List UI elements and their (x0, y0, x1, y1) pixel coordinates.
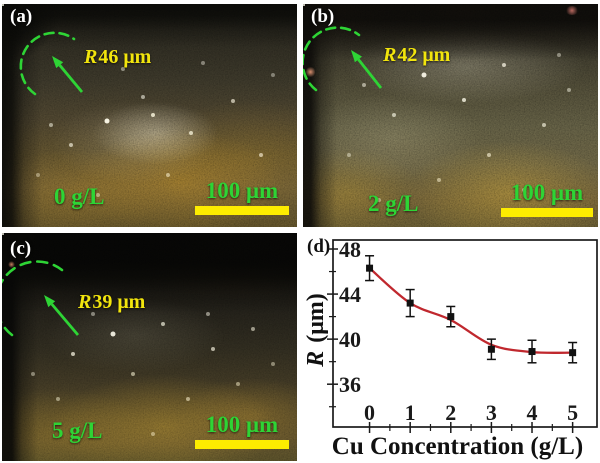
radius-value: 39 μm (92, 291, 146, 313)
micrograph-panel-a: (a) R46 μm 0 g/L 100 μm (2, 4, 297, 227)
svg-text:4: 4 (527, 400, 538, 425)
scalebar-label: 100 μm (510, 180, 584, 205)
panel-letter-c: (c) (10, 238, 32, 259)
scalebar-bar (195, 206, 289, 215)
chart-canvas: 36 40 44 48 0 1 2 3 4 5 (327, 237, 598, 433)
bright-speckles (303, 4, 305, 6)
micrograph-panel-b: (b) R42 μm 2 g/L 100 μm (303, 4, 598, 227)
radius-label-c: R39 μm (78, 291, 145, 314)
svg-text:40: 40 (339, 327, 361, 352)
scalebar-label: 100 μm (205, 412, 279, 437)
radius-arc (19, 31, 76, 96)
micrograph-panel-c: (c) R39 μm 5 g/L 100 μm (2, 233, 297, 461)
radius-value: 46 μm (98, 46, 152, 68)
bright-speckles (2, 4, 4, 6)
scalebar-a: 100 μm (195, 179, 289, 215)
svg-text:0: 0 (364, 400, 375, 425)
svg-text:36: 36 (339, 372, 361, 397)
radius-symbol: R (383, 44, 397, 66)
scalebar-bar (501, 208, 593, 217)
x-axis-title: Cu Concentration (g/L) (331, 433, 584, 460)
panel-letter-b: (b) (311, 6, 335, 27)
radius-label-b: R42 μm (383, 44, 450, 67)
scalebar-bar (195, 440, 289, 449)
concentration-label-c: 5 g/L (52, 418, 103, 443)
radius-arc (303, 26, 361, 92)
radius-value: 42 μm (397, 44, 451, 66)
radius-arrow-head-icon (44, 295, 56, 308)
concentration-label-a: 0 g/L (54, 184, 105, 209)
svg-text:48: 48 (339, 237, 361, 262)
radius-symbol: R (78, 291, 92, 313)
copper-spot (565, 6, 579, 15)
bright-speckles (2, 233, 4, 235)
panel-letter-d: (d) (307, 236, 331, 257)
svg-text:3: 3 (486, 400, 497, 425)
scalebar-c: 100 μm (195, 413, 289, 449)
y-axis-symbol: R (303, 350, 329, 367)
y-axis-title: R (μm) (303, 260, 329, 400)
scalebar-label: 100 μm (205, 178, 279, 203)
concentration-label-b: 2 g/L (368, 191, 419, 216)
radius-arc (2, 260, 64, 337)
svg-text:2: 2 (445, 400, 456, 425)
y-axis-unit: (μm) (303, 293, 329, 349)
copper-spot (8, 261, 15, 268)
chart-panel-d: 36 40 44 48 0 1 2 3 4 5 (d) R (μm) Cu Concentrati… (303, 233, 600, 463)
svg-text:44: 44 (339, 282, 361, 307)
radius-arrow-head-icon (351, 50, 362, 63)
radius-arrow-shaft (357, 58, 383, 89)
panel-letter-a: (a) (10, 6, 33, 27)
radius-label-a: R46 μm (84, 46, 151, 69)
svg-text:5: 5 (567, 400, 578, 425)
radius-arrow-head-icon (52, 56, 64, 69)
copper-spot (306, 66, 315, 78)
radius-symbol: R (84, 46, 98, 68)
radius-arrow-shaft (50, 303, 80, 336)
scalebar-b: 100 μm (501, 181, 593, 217)
radius-arrow-shaft (58, 64, 84, 93)
svg-text:1: 1 (405, 400, 416, 425)
